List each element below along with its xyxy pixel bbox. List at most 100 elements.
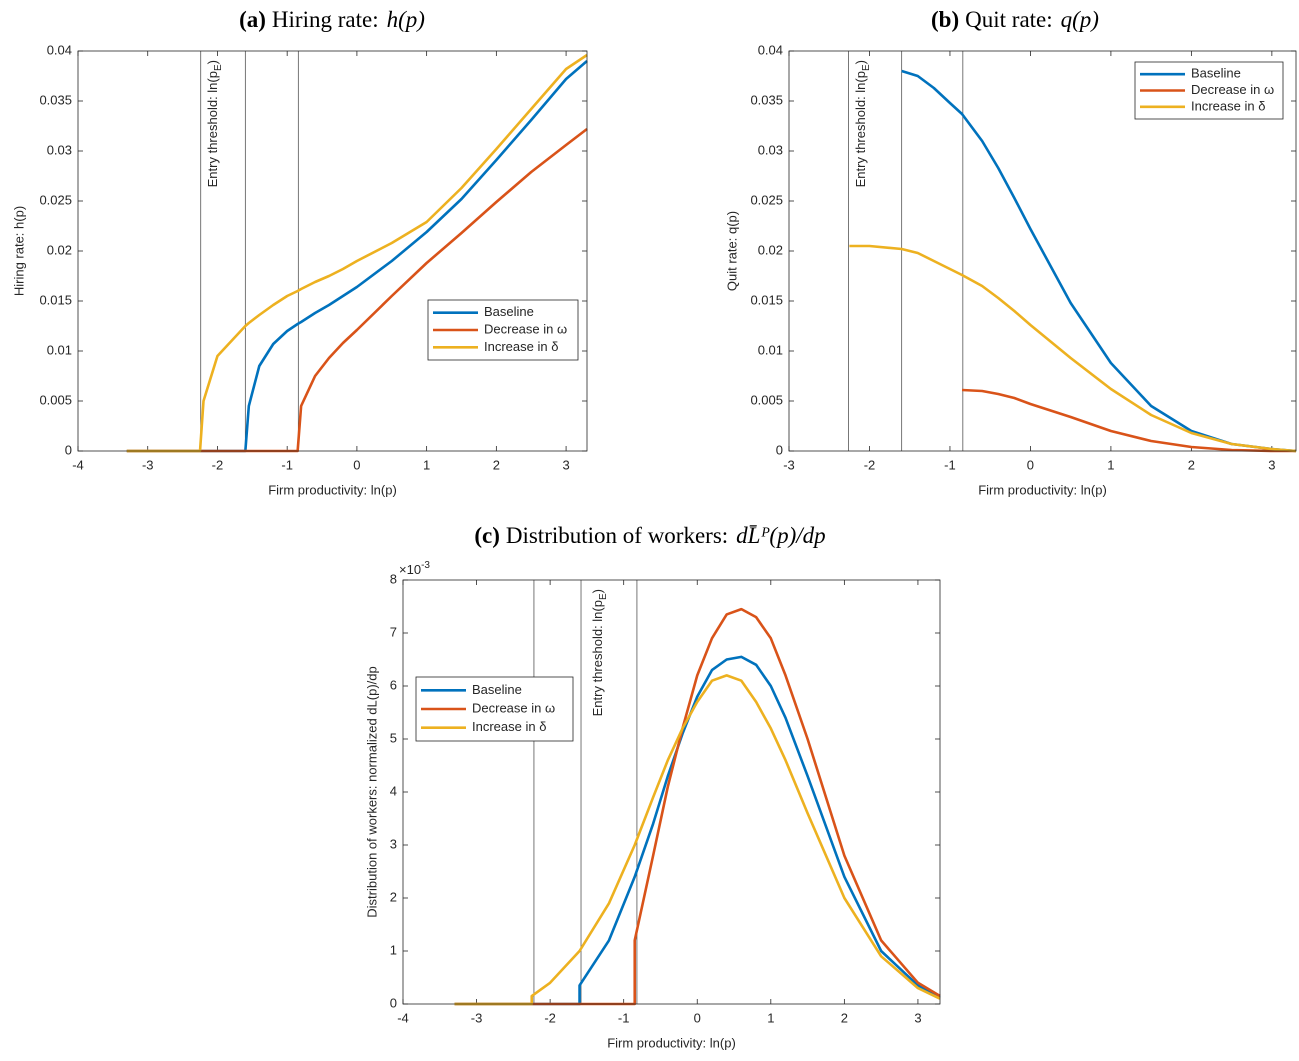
legend-label: Decrease in ω xyxy=(1191,82,1274,97)
annotation-close: ) xyxy=(205,60,220,64)
x-tick-label: 2 xyxy=(841,1010,848,1025)
x-axis-label: Firm productivity: ln(p) xyxy=(268,482,397,497)
y-tick-label: 0.035 xyxy=(39,92,72,107)
panel-label: (c) xyxy=(474,523,500,548)
legend: Baseline Decrease in ω Increase in δ xyxy=(415,676,574,742)
title-math: h(p) xyxy=(387,7,425,32)
x-tick-label: -2 xyxy=(544,1010,556,1025)
annotation-sub: E xyxy=(598,593,609,600)
y-scale-base: ×10 xyxy=(399,562,421,577)
x-tick-label: -2 xyxy=(212,457,224,472)
y-scale-exponent: -3 xyxy=(421,560,430,571)
title-math: q(p) xyxy=(1061,7,1099,32)
x-axis-label: Firm productivity: ln(p) xyxy=(978,482,1107,497)
threshold-annotation: Entry threshold: ln(pE) xyxy=(590,589,608,716)
x-tick-label: 3 xyxy=(914,1010,921,1025)
annotation-sub: E xyxy=(213,64,224,71)
y-axis-label: Quit rate: q(p) xyxy=(724,211,739,291)
x-tick-label: 1 xyxy=(1107,457,1114,472)
x-tick-label: 3 xyxy=(1268,457,1275,472)
title-text: Distribution of workers: xyxy=(506,523,728,548)
y-tick-label: 7 xyxy=(390,624,397,639)
series-line xyxy=(454,655,941,1006)
y-tick-label: 0.035 xyxy=(750,92,783,107)
x-tick-label: -3 xyxy=(783,457,795,472)
y-tick-label: 0.04 xyxy=(758,42,783,57)
y-scale-label: ×10-3 xyxy=(399,560,430,578)
legend-label: Increase in δ xyxy=(1191,98,1265,113)
y-tick-label: 0 xyxy=(65,442,72,457)
x-tick-label: -1 xyxy=(281,457,293,472)
y-tick-label: 0.025 xyxy=(750,192,783,207)
y-axis-label: Distribution of workers: normalized dL(p… xyxy=(364,666,379,917)
series-line xyxy=(849,244,1297,453)
axis-box xyxy=(77,50,588,452)
legend-label: Decrease in ω xyxy=(472,700,555,715)
y-tick-label: 3 xyxy=(390,836,397,851)
x-tick-label: 2 xyxy=(1188,457,1195,472)
y-tick-label: 0.03 xyxy=(758,142,783,157)
y-tick-label: 6 xyxy=(390,677,397,692)
y-tick-label: 0.02 xyxy=(758,242,783,257)
annotation-text: Entry threshold: ln(p xyxy=(590,600,605,716)
y-tick-label: 0.04 xyxy=(47,42,72,57)
x-tick-label: 1 xyxy=(767,1010,774,1025)
legend-label: Baseline xyxy=(484,304,534,319)
y-tick-label: 1 xyxy=(390,942,397,957)
threshold-annotation: Entry threshold: ln(pE) xyxy=(205,60,223,187)
panel-label: (a) xyxy=(239,7,266,32)
chart-title: (a) Hiring rate: h(p) xyxy=(239,7,425,32)
title-text: Hiring rate: xyxy=(272,7,379,32)
annotation-sub: E xyxy=(861,64,872,71)
x-tick-label: 0 xyxy=(353,457,360,472)
legend: Baseline Decrease in ω Increase in δ xyxy=(427,299,579,361)
plot-area xyxy=(78,51,587,451)
legend-label: Increase in δ xyxy=(472,719,546,734)
legend-label: Baseline xyxy=(1191,66,1241,81)
x-tick-label: -3 xyxy=(142,457,154,472)
legend-label: Baseline xyxy=(472,682,522,697)
x-tick-label: -2 xyxy=(864,457,876,472)
series-line xyxy=(454,674,941,1006)
y-tick-label: 0.03 xyxy=(47,142,72,157)
series-line xyxy=(126,53,588,453)
y-tick-label: 0.025 xyxy=(39,192,72,207)
title-text: Quit rate: xyxy=(965,7,1053,32)
chart-panel: (c) Distribution of workers: dL̄ᴾ(p)/dp -4 -… xyxy=(364,523,941,1050)
chart-title: (b) Quit rate: q(p) xyxy=(931,7,1099,32)
y-tick-label: 8 xyxy=(390,571,397,586)
x-tick-label: -3 xyxy=(471,1010,483,1025)
series-line xyxy=(961,388,1296,453)
y-tick-label: 4 xyxy=(390,783,397,798)
y-tick-label: 0.01 xyxy=(47,342,72,357)
annotation-text: Entry threshold: ln(p xyxy=(853,71,868,187)
chart-panel: (a) Hiring rate: h(p) -4 -3 -2 -1 0 1 2 3 0 0.005 0.0… xyxy=(11,7,588,497)
annotation-close: ) xyxy=(590,589,605,593)
x-tick-label: 0 xyxy=(1027,457,1034,472)
plot-area xyxy=(403,580,940,1004)
y-tick-label: 0.005 xyxy=(39,392,72,407)
x-tick-label: 2 xyxy=(493,457,500,472)
x-tick-label: 0 xyxy=(694,1010,701,1025)
x-tick-label: -1 xyxy=(944,457,956,472)
y-tick-label: 2 xyxy=(390,889,397,904)
y-tick-label: 5 xyxy=(390,730,397,745)
axis-box xyxy=(402,579,941,1005)
x-axis-label: Firm productivity: ln(p) xyxy=(607,1035,736,1050)
legend-label: Decrease in ω xyxy=(484,321,567,336)
annotation-close: ) xyxy=(853,60,868,64)
legend-label: Increase in δ xyxy=(484,339,558,354)
x-tick-label: 1 xyxy=(423,457,430,472)
y-tick-label: 0.02 xyxy=(47,242,72,257)
y-tick-label: 0 xyxy=(390,995,397,1010)
x-tick-label: -4 xyxy=(72,457,84,472)
axis-box xyxy=(788,50,1297,452)
x-tick-label: -1 xyxy=(618,1010,630,1025)
threshold-annotation: Entry threshold: ln(pE) xyxy=(853,60,871,187)
annotation-text: Entry threshold: ln(p xyxy=(205,71,220,187)
chart-title: (c) Distribution of workers: dL̄ᴾ(p)/dp xyxy=(474,523,825,548)
chart-panel: (b) Quit rate: q(p) -3 -2 -1 0 1 2 3 0 0.005 0.01 0.0… xyxy=(724,7,1297,497)
x-tick-label: 3 xyxy=(562,457,569,472)
y-tick-label: 0 xyxy=(776,442,783,457)
